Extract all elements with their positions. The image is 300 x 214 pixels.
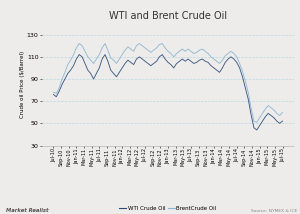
Legend: WTI Crude Oil, BrentCrude Oil: WTI Crude Oil, BrentCrude Oil (117, 204, 219, 214)
Title: WTI and Brent Crude Oil: WTI and Brent Crude Oil (109, 11, 227, 21)
Y-axis label: Crude oil Price ($/Barrel): Crude oil Price ($/Barrel) (20, 51, 25, 118)
Text: Market Realist: Market Realist (6, 208, 49, 213)
Text: Source: NYMEX & ICE: Source: NYMEX & ICE (251, 209, 297, 213)
